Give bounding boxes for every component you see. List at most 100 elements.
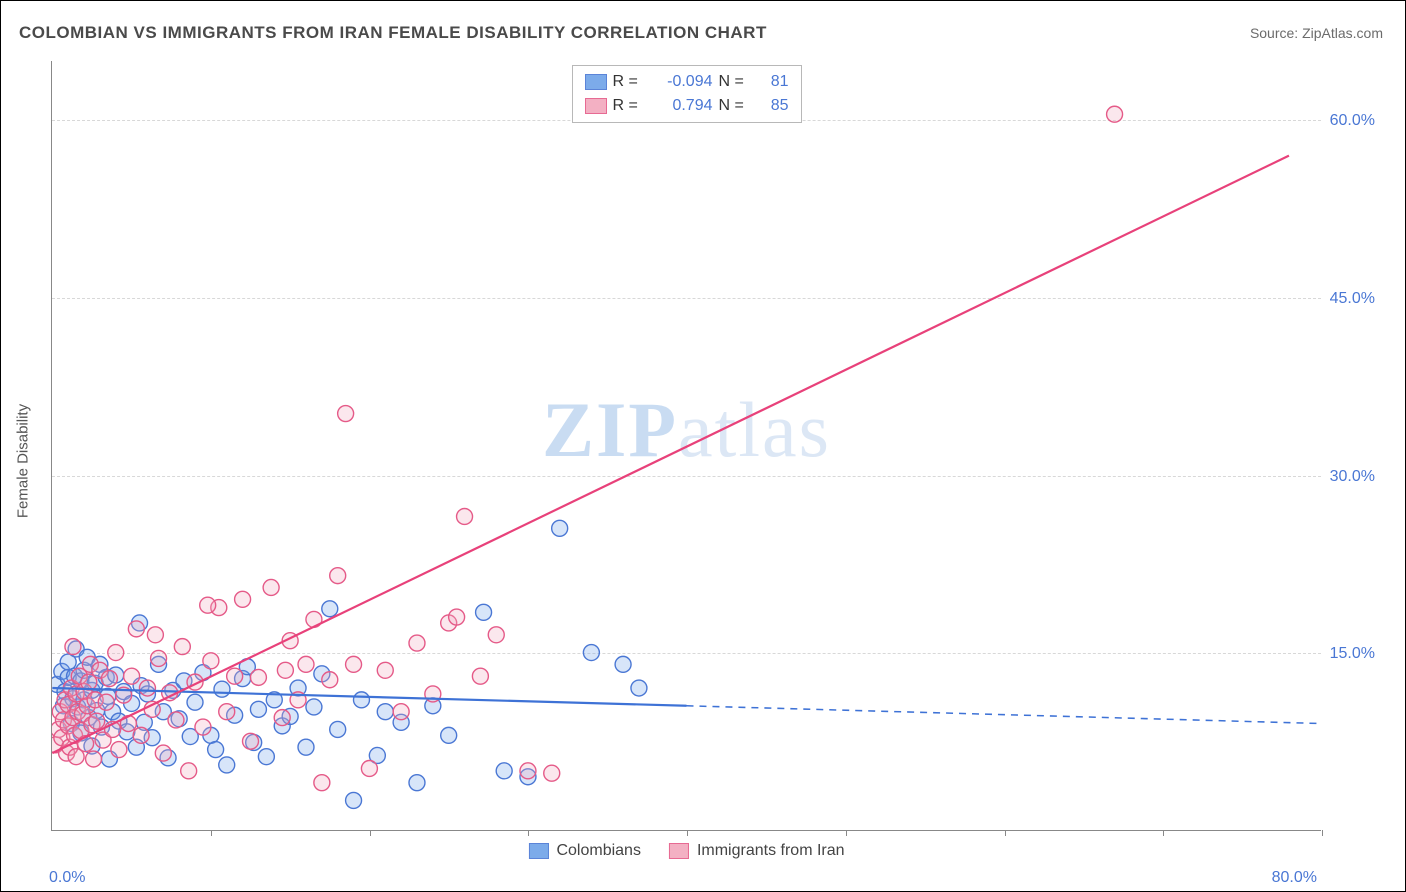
r-value-iran: 0.794 — [653, 94, 713, 118]
x-tick — [1005, 830, 1006, 836]
scatter-point — [181, 763, 197, 779]
scatter-point — [544, 765, 560, 781]
n-value-iran: 85 — [759, 94, 789, 118]
scatter-point — [274, 710, 290, 726]
scatter-point — [306, 699, 322, 715]
scatter-point — [151, 650, 167, 666]
swatch-colombians-bottom — [528, 843, 548, 859]
scatter-point — [65, 639, 81, 655]
swatch-iran-bottom — [669, 843, 689, 859]
scatter-point — [472, 668, 488, 684]
scatter-point — [330, 568, 346, 584]
scatter-point — [128, 621, 144, 637]
swatch-iran — [585, 98, 607, 114]
legend-item-iran: Immigrants from Iran — [669, 842, 845, 860]
scatter-point — [298, 656, 314, 672]
legend-label-colombians: Colombians — [556, 842, 640, 860]
n-label: N = — [719, 70, 753, 94]
legend-correlation: R = -0.094 N = 81 R = 0.794 N = 85 — [572, 65, 802, 123]
scatter-point — [168, 712, 184, 728]
scatter-point — [322, 672, 338, 688]
regression-line-extrapolated — [687, 706, 1321, 724]
scatter-point — [476, 604, 492, 620]
x-axis-max-label: 80.0% — [1272, 869, 1317, 887]
scatter-point — [235, 591, 251, 607]
n-label: N = — [719, 94, 753, 118]
x-tick — [211, 830, 212, 836]
legend-row-iran: R = 0.794 N = 85 — [585, 94, 789, 118]
scatter-point — [346, 792, 362, 808]
scatter-point — [208, 742, 224, 758]
scatter-point — [583, 645, 599, 661]
source-label: Source: — [1250, 25, 1298, 41]
scatter-point — [111, 742, 127, 758]
scatter-point — [338, 406, 354, 422]
scatter-point — [488, 627, 504, 643]
scatter-point — [98, 694, 114, 710]
y-tick-label: 30.0% — [1330, 468, 1375, 486]
chart-title: COLOMBIAN VS IMMIGRANTS FROM IRAN FEMALE… — [19, 23, 767, 43]
x-tick — [1322, 830, 1323, 836]
scatter-point — [353, 692, 369, 708]
scatter-point — [1107, 106, 1123, 122]
x-tick — [528, 830, 529, 836]
scatter-point — [393, 704, 409, 720]
scatter-point — [200, 597, 216, 613]
scatter-point — [520, 763, 536, 779]
scatter-point — [346, 656, 362, 672]
scatter-point — [147, 627, 163, 643]
chart-area: 15.0%30.0%45.0%60.0% ZIPatlas R = -0.094… — [51, 61, 1381, 861]
scatter-point — [155, 745, 171, 761]
scatter-point — [457, 508, 473, 524]
scatter-point — [615, 656, 631, 672]
scatter-point — [124, 668, 140, 684]
scatter-point — [250, 669, 266, 685]
source-attribution: Source: ZipAtlas.com — [1250, 25, 1383, 41]
n-value-colombians: 81 — [759, 70, 789, 94]
scatter-point — [214, 681, 230, 697]
scatter-point — [219, 757, 235, 773]
y-tick-label: 15.0% — [1330, 645, 1375, 663]
source-link[interactable]: ZipAtlas.com — [1302, 25, 1383, 41]
regression-line — [52, 156, 1289, 753]
legend-label-iran: Immigrants from Iran — [697, 842, 845, 860]
x-tick — [1163, 830, 1164, 836]
legend-row-colombians: R = -0.094 N = 81 — [585, 70, 789, 94]
scatter-point — [195, 719, 211, 735]
scatter-point — [322, 601, 338, 617]
scatter-point — [258, 749, 274, 765]
scatter-point — [409, 635, 425, 651]
chart-container: COLOMBIAN VS IMMIGRANTS FROM IRAN FEMALE… — [0, 0, 1406, 892]
scatter-point — [298, 739, 314, 755]
scatter-svg — [52, 61, 1321, 830]
plot-region: 15.0%30.0%45.0%60.0% ZIPatlas R = -0.094… — [51, 61, 1321, 831]
x-tick — [687, 830, 688, 836]
r-label: R = — [613, 70, 647, 94]
scatter-point — [314, 775, 330, 791]
scatter-point — [409, 775, 425, 791]
scatter-point — [277, 662, 293, 678]
scatter-point — [227, 668, 243, 684]
scatter-point — [330, 721, 346, 737]
scatter-point — [187, 694, 203, 710]
scatter-point — [631, 680, 647, 696]
scatter-point — [552, 520, 568, 536]
y-tick-label: 60.0% — [1330, 112, 1375, 130]
x-tick — [846, 830, 847, 836]
scatter-point — [86, 751, 102, 767]
scatter-point — [89, 713, 105, 729]
scatter-point — [496, 763, 512, 779]
scatter-point — [243, 733, 259, 749]
scatter-point — [133, 727, 149, 743]
scatter-point — [441, 727, 457, 743]
scatter-point — [139, 680, 155, 696]
scatter-point — [263, 579, 279, 595]
scatter-point — [449, 609, 465, 625]
scatter-point — [361, 760, 377, 776]
swatch-colombians — [585, 74, 607, 90]
scatter-point — [250, 701, 266, 717]
scatter-point — [219, 704, 235, 720]
y-axis-title: Female Disability — [15, 404, 32, 518]
scatter-point — [174, 639, 190, 655]
x-axis-min-label: 0.0% — [49, 869, 85, 887]
